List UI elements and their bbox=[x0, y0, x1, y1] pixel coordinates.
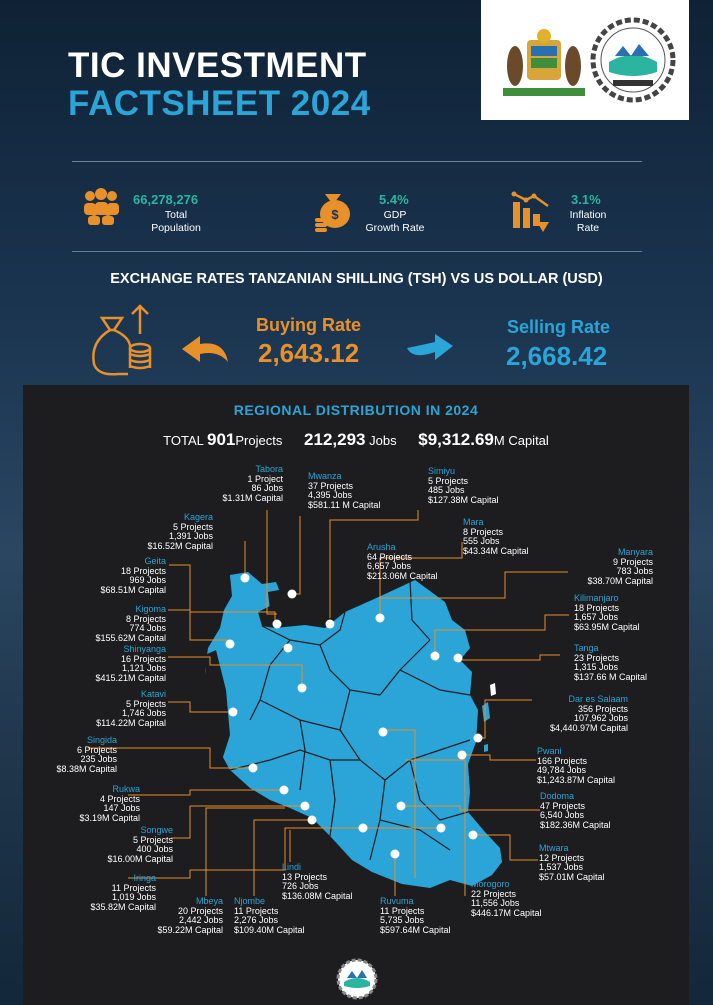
coat-of-arms-icon bbox=[503, 29, 585, 96]
buying-rate-label: Buying Rate bbox=[256, 315, 362, 335]
region-kilimanjaro: Kilimanjaro 18 Projects 1,657 Jobs $63.95M … bbox=[574, 593, 640, 632]
lake-victoria-shape bbox=[268, 586, 322, 624]
region-arusha: Arusha 64 Projects 6,657 Jobs $213.06M Capi… bbox=[367, 542, 438, 581]
footer-seal-icon bbox=[336, 958, 378, 1005]
selling-rate-label: Selling Rate bbox=[507, 317, 611, 337]
arusha-marker bbox=[375, 613, 385, 623]
region-simiyu: Simiyu 5 Projects 485 Jobs $127.38M Capital bbox=[428, 466, 499, 505]
divider-top bbox=[72, 161, 642, 162]
population-value: 66,278,276 bbox=[133, 192, 199, 207]
region-manyara: Manyara 9 Projects 783 Jobs $38.70M Capital bbox=[587, 547, 653, 586]
lake-tanganyika-shape bbox=[205, 650, 230, 760]
region-songwe: Songwe 5 Projects 400 Jobs $16.00M Capital bbox=[107, 825, 173, 864]
morogoro-marker bbox=[436, 823, 446, 833]
region-kigoma: Kigoma 8 Projects 774 Jobs $155.62M Capital bbox=[95, 604, 166, 643]
buying-arrow-icon bbox=[180, 334, 232, 369]
population-label: Total Population bbox=[151, 209, 201, 234]
regional-title: REGIONAL DISTRIBUTION IN 2024 bbox=[233, 402, 479, 418]
region-tabora: Tabora 1 Project 86 Jobs $1.31M Capital bbox=[222, 464, 283, 503]
mbeya-marker bbox=[300, 801, 310, 811]
mtwara-marker bbox=[468, 830, 478, 840]
kilimanjaro-marker bbox=[430, 651, 440, 661]
mara-marker bbox=[325, 619, 335, 629]
lake-nyasa-shape bbox=[320, 832, 334, 880]
iringa-marker bbox=[358, 823, 368, 833]
region-mtwara: Mtwara 12 Projects 1,537 Jobs $57.01M Capit… bbox=[539, 843, 605, 882]
region-shinyanga: Shinyanga 16 Projects 1,121 Jobs $415.21M C… bbox=[95, 644, 166, 683]
region-dodoma: Dodoma 47 Projects 6,540 Jobs $182.36M Capi… bbox=[540, 791, 611, 830]
region-njombe: Njombe 11 Projects 2,276 Jobs $109.40M Capi… bbox=[234, 896, 305, 935]
kagera-marker bbox=[240, 573, 250, 583]
money-bag-icon: $ bbox=[313, 190, 353, 237]
mwanza-marker bbox=[287, 589, 297, 599]
region-dar-es-salaam: Dar es Salaam 356 Projects 107,962 Jobs $4,… bbox=[549, 694, 628, 733]
leader-lines bbox=[88, 510, 569, 896]
currency-exchange-icon bbox=[88, 302, 160, 383]
region-iringa: Iringa 11 Projects 1,019 Jobs $35.82M Capit… bbox=[90, 873, 156, 912]
region-morogoro: Morogoro 22 Projects 11,556 Jobs $446.17M C… bbox=[471, 879, 542, 918]
mafia-island-shape bbox=[484, 744, 488, 752]
page-title-line1: TIC INVESTMENT bbox=[68, 46, 367, 85]
region-pwani: Pwani 166 Projects 49,784 Jobs $1,243.87M C… bbox=[537, 746, 616, 785]
tabora-marker bbox=[297, 683, 307, 693]
tanzania-mainland-shape bbox=[205, 572, 502, 888]
divider-bottom bbox=[72, 251, 642, 252]
katavi-marker bbox=[228, 707, 238, 717]
pemba-island-shape bbox=[490, 683, 496, 696]
geita-marker bbox=[272, 619, 282, 629]
region-mara: Mara 8 Projects 555 Jobs $43.34M Capital bbox=[463, 517, 529, 556]
buying-rate-value: 2,643.12 bbox=[258, 338, 360, 368]
page-title-line2: FACTSHEET 2024 bbox=[68, 84, 371, 123]
shinyanga-marker bbox=[283, 643, 293, 653]
region-mbeya: Mbeya 20 Projects 2,442 Jobs $59.22M Capita… bbox=[157, 896, 223, 935]
exchange-rates-title: EXCHANGE RATES TANZANIAN SHILLING (TSH) … bbox=[110, 271, 603, 287]
gdp-value: 5.4% bbox=[379, 192, 409, 207]
region-katavi: Katavi 5 Projects 1,746 Jobs $114.22M Capit… bbox=[96, 689, 166, 728]
regional-totals: TOTAL 901Projects 212,293 Jobs $9,312.69… bbox=[163, 430, 549, 449]
logo-panel bbox=[481, 0, 689, 120]
region-kagera: Kagera 5 Projects 1,391 Jobs $16.52M Capita… bbox=[147, 512, 213, 551]
zanzibar-island-shape bbox=[482, 702, 490, 722]
singida-marker bbox=[378, 727, 388, 737]
gdp-label: GDP Growth Rate bbox=[365, 209, 425, 234]
region-markers bbox=[225, 573, 483, 859]
inflation-value: 3.1% bbox=[571, 192, 601, 207]
region-lindi: Lindi 13 Projects 726 Jobs $136.08M Capital bbox=[282, 862, 353, 901]
inflation-chart-icon bbox=[510, 188, 552, 237]
njombe-marker bbox=[307, 815, 317, 825]
region-singida: Singida 6 Projects 235 Jobs $8.38M Capital bbox=[56, 735, 117, 774]
selling-arrow-icon bbox=[403, 332, 455, 367]
emblem-logos bbox=[503, 17, 676, 103]
rukwa-marker bbox=[248, 763, 258, 773]
region-geita: Geita 18 Projects 969 Jobs $68.51M Capital bbox=[100, 556, 166, 595]
selling-rate-value: 2,668.42 bbox=[506, 341, 608, 371]
ruvuma-marker bbox=[390, 849, 400, 859]
kigoma-marker bbox=[225, 639, 235, 649]
songwe-marker bbox=[279, 785, 289, 795]
tanga-marker bbox=[453, 653, 463, 663]
dodoma-marker bbox=[396, 801, 406, 811]
region-rukwa: Rukwa 4 Projects 147 Jobs $3.19M Capital bbox=[79, 784, 140, 823]
region-ruvuma: Ruvuma 11 Projects 5,735 Jobs $597.64M Capi… bbox=[380, 896, 451, 935]
dar-marker bbox=[473, 733, 483, 743]
inflation-label: Inflation Rate bbox=[569, 209, 607, 234]
pwani-marker bbox=[457, 750, 467, 760]
region-mwanza: Mwanza 37 Projects 4,395 Jobs $581.11 M Cap… bbox=[308, 471, 381, 510]
population-icon bbox=[80, 188, 122, 231]
region-tanga: Tanga 23 Projects 1,315 Jobs $137.66 M Capi… bbox=[574, 643, 648, 682]
svg-text:$: $ bbox=[331, 207, 339, 222]
tic-seal-icon bbox=[590, 17, 676, 103]
